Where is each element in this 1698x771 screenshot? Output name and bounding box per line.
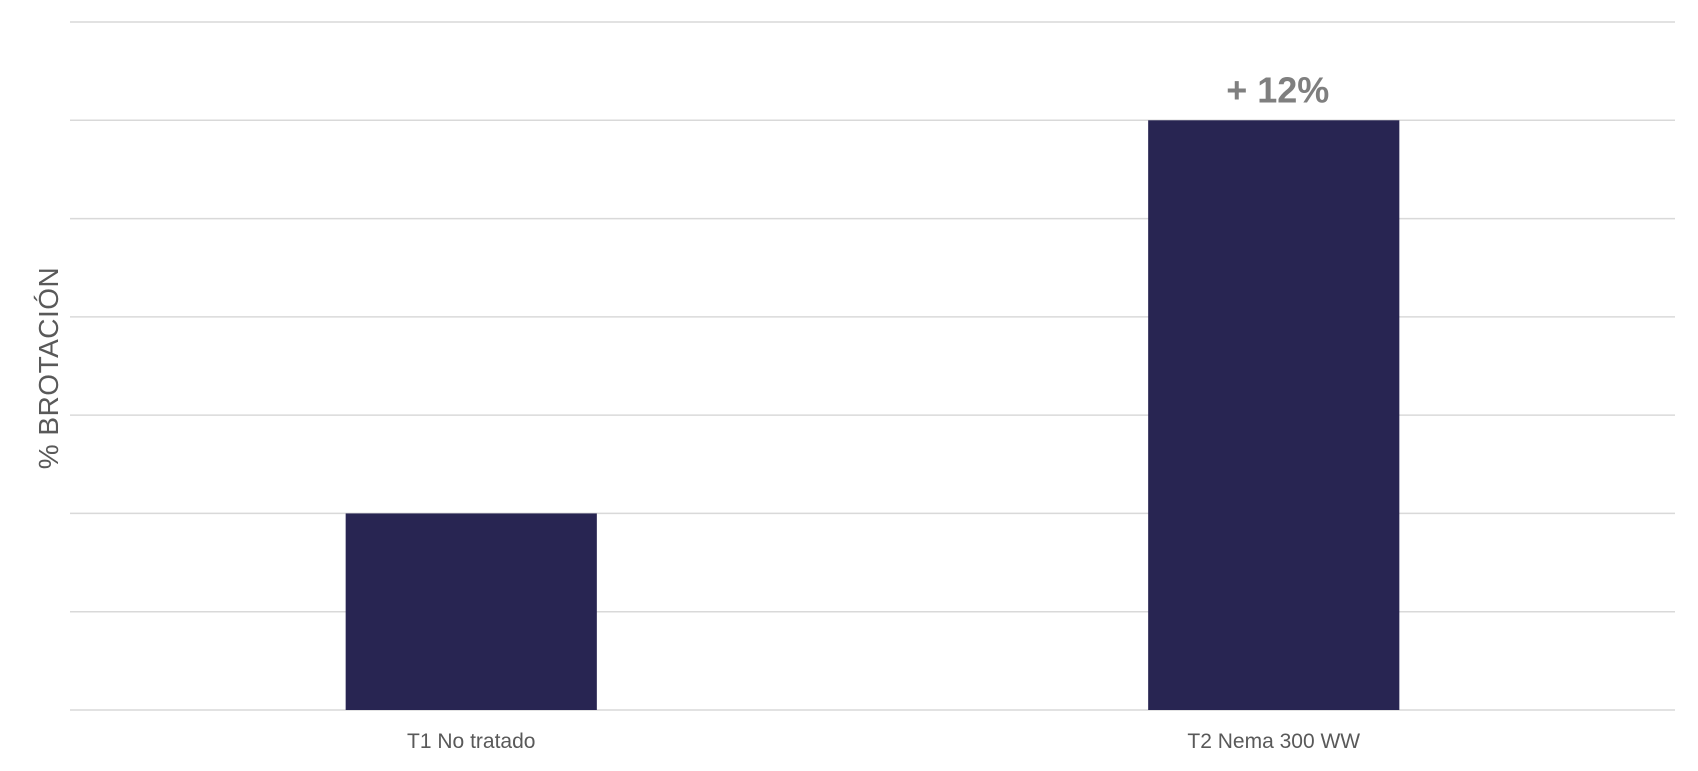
category-labels: T1 No tratado T2 Nema 300 WW <box>407 730 1360 753</box>
y-axis-title: % BROTACIÓN <box>33 267 64 470</box>
annotations: + 12% <box>1226 69 1329 110</box>
bar-1 <box>345 513 597 710</box>
bar-2 <box>1148 120 1400 711</box>
gridlines <box>70 21 1675 711</box>
x-tick-label: T2 Nema 300 WW <box>1187 730 1360 753</box>
x-tick-label: T1 No tratado <box>407 730 535 753</box>
bars <box>345 120 1400 711</box>
bar-annotation: + 12% <box>1226 69 1329 110</box>
